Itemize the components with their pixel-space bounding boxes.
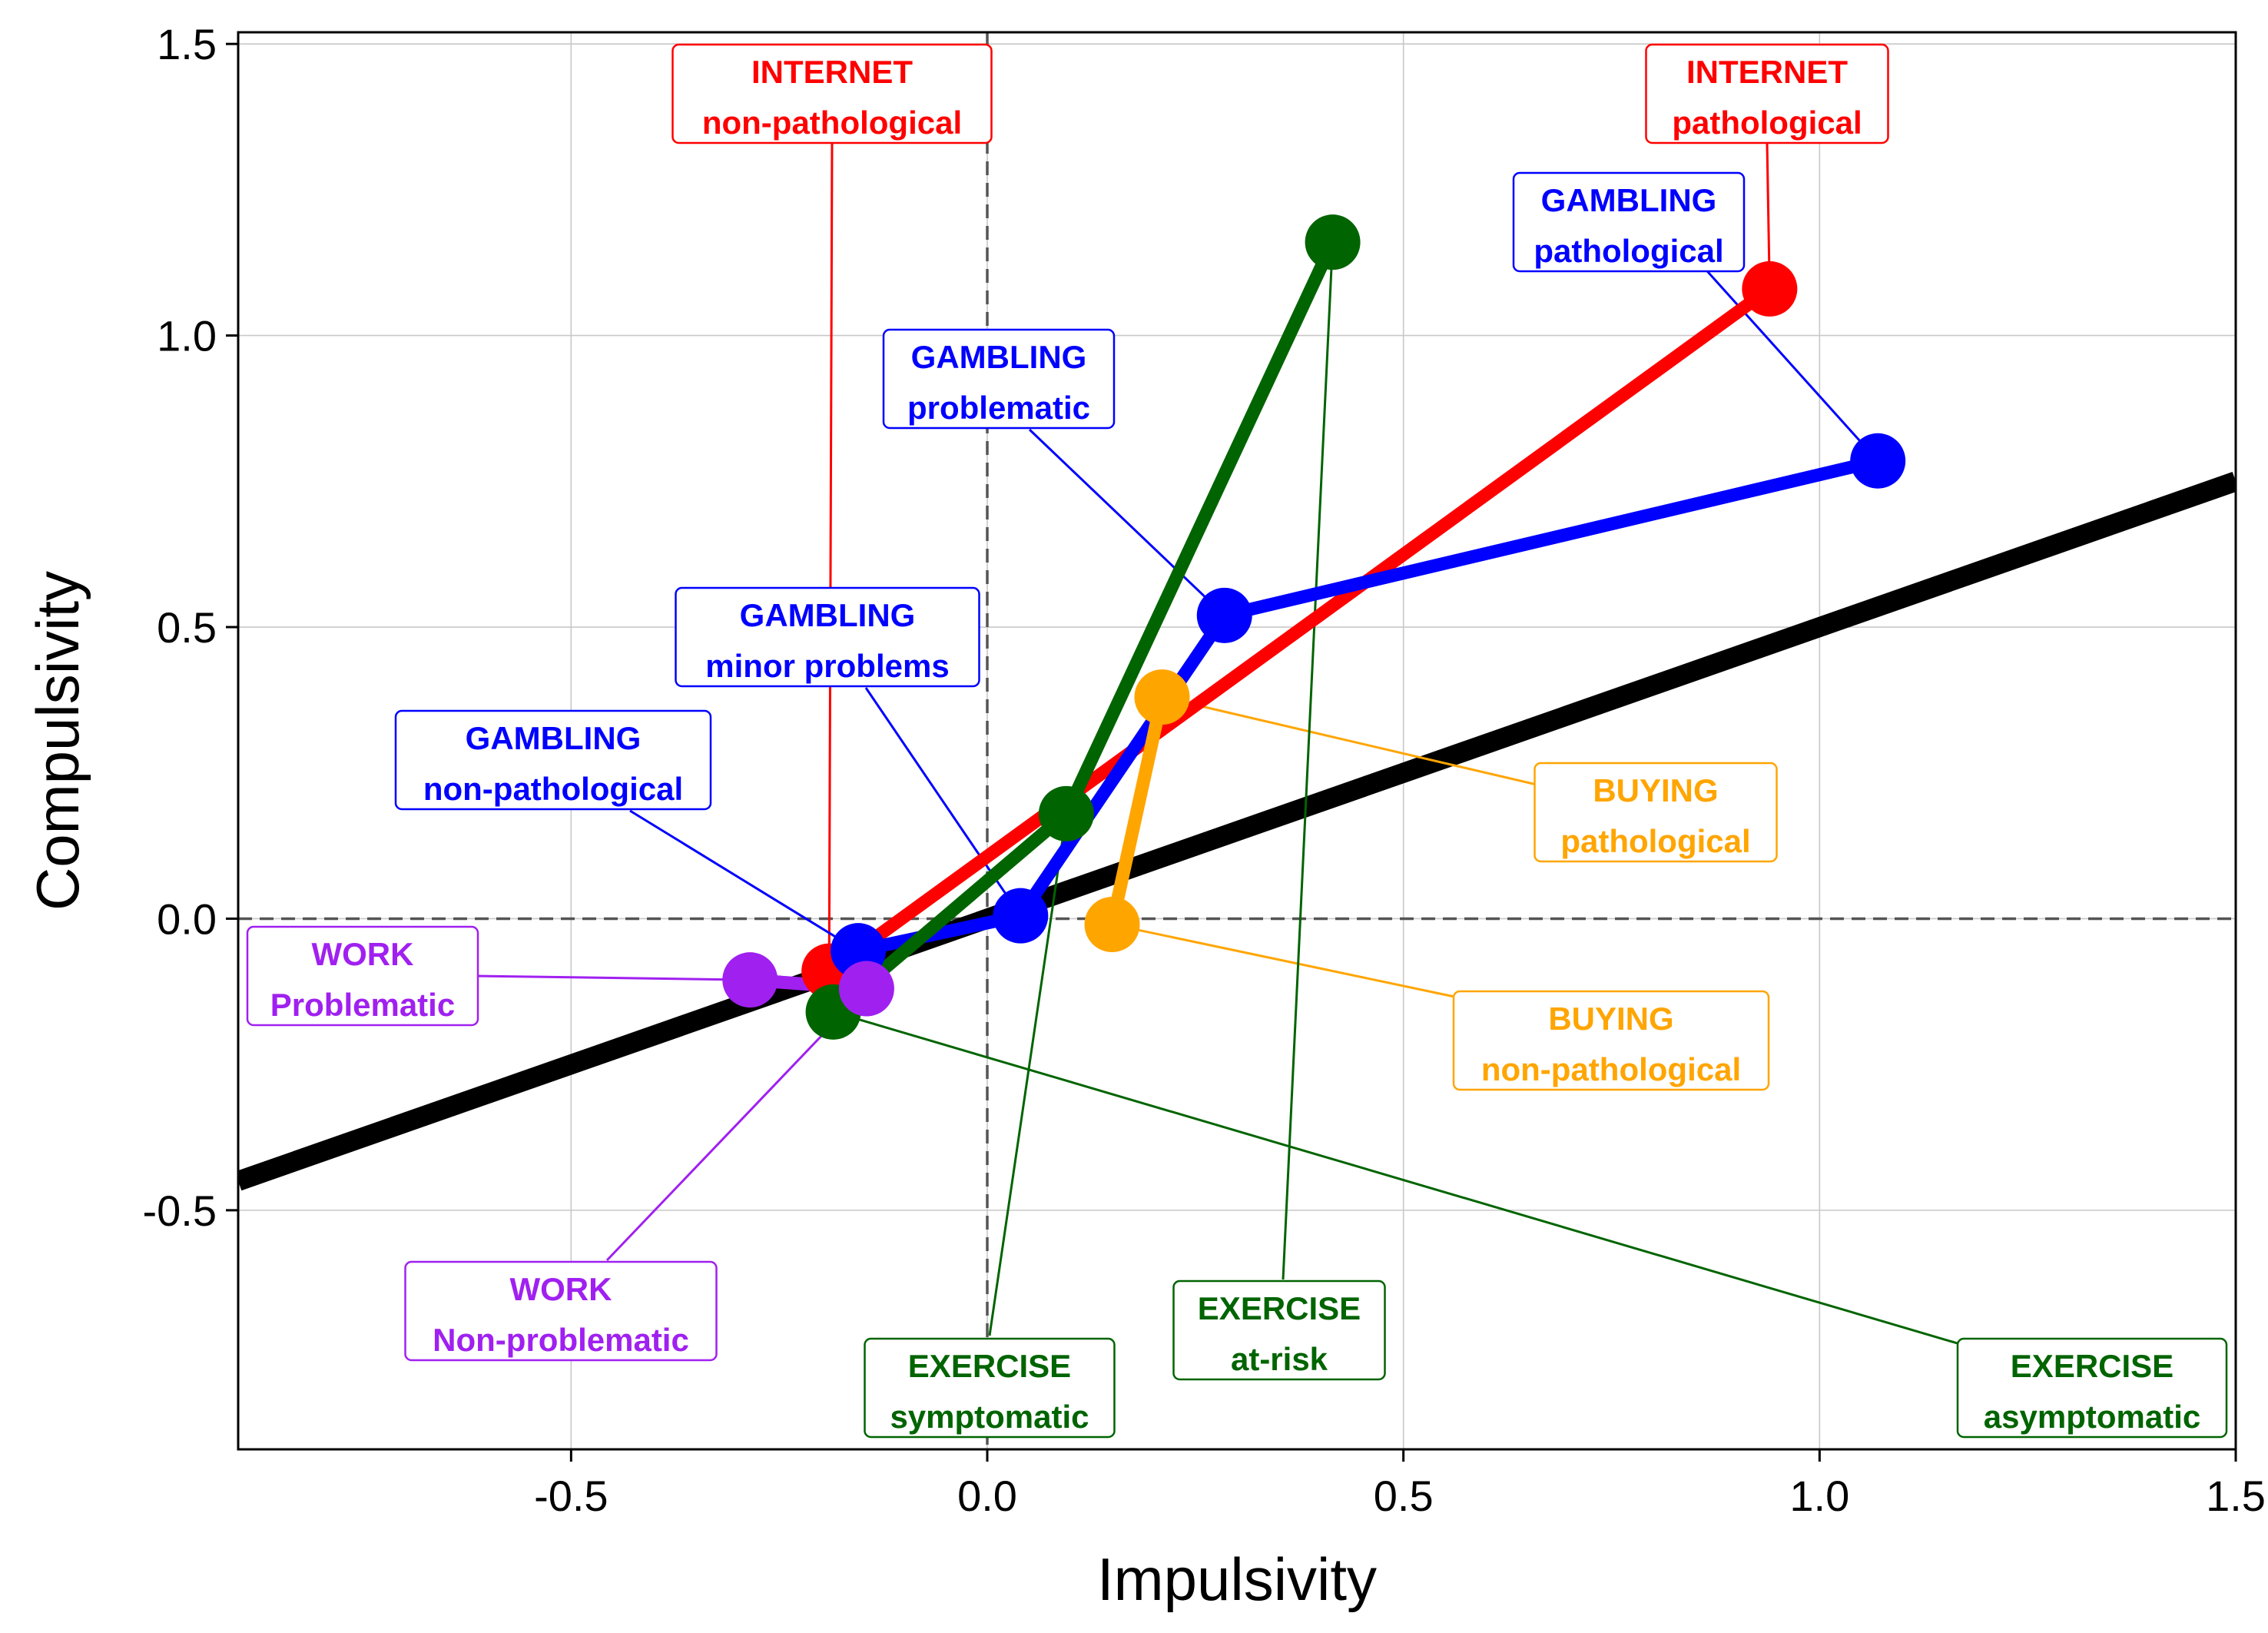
annotation-title: EXERCISE	[1198, 1290, 1361, 1326]
annotation-connector	[1112, 923, 1455, 998]
annotation-box	[404, 1260, 718, 1362]
annotation-connector	[1700, 264, 1879, 462]
annotation-box	[394, 709, 712, 811]
annotation-box	[882, 328, 1116, 430]
annotation-title: EXERCISE	[908, 1348, 1071, 1384]
y-tick-label: 0.0	[157, 894, 217, 943]
annotation-label: INTERNET non-pathological	[671, 43, 993, 144]
x-tick-label: 0.5	[1374, 1472, 1434, 1520]
annotations: INTERNET non-pathological INTERNET patholog…	[246, 43, 2228, 1439]
series-line-1	[851, 454, 1885, 958]
annotation-label: WORK Problematic	[246, 925, 479, 1027]
y-tick-label: 1.5	[157, 20, 217, 68]
annotation-box	[1534, 762, 1778, 863]
annotation-label: GAMBLING pathological	[1512, 171, 1746, 273]
series-markers	[722, 214, 1906, 1040]
annotation-label: INTERNET pathological	[1645, 43, 1889, 144]
annotation-label: BUYING pathological	[1534, 762, 1778, 863]
annotation-subtitle: Problematic	[270, 987, 455, 1023]
annotation-box	[864, 1337, 1116, 1439]
annotation-connectors	[476, 141, 1987, 1353]
annotation-label: GAMBLING non-pathological	[394, 709, 712, 811]
annotation-title: GAMBLING	[1541, 182, 1717, 218]
series-4-point-1	[838, 961, 894, 1017]
series-1-point-3	[1850, 433, 1906, 489]
annotation-title: INTERNET	[1686, 54, 1848, 90]
annotation-connector	[476, 974, 751, 981]
axis-ticks: -0.5 0.0 0.5 1.0 1.5 -0.5 0.0 0.5 1.0 1.5	[143, 20, 2266, 1520]
annotation-box	[1645, 43, 1889, 144]
series-3-point-0	[1084, 897, 1140, 953]
series-4-point-0	[722, 952, 778, 1008]
annotation-title: WORK	[510, 1271, 612, 1307]
series-line-3	[1106, 690, 1169, 931]
x-tick-label: 1.5	[2206, 1472, 2266, 1520]
annotation-label: EXERCISE asymptomatic	[1956, 1337, 2228, 1439]
annotation-box	[1512, 171, 1746, 273]
plot-frame	[237, 31, 2237, 1451]
annotation-label: EXERCISE symptomatic	[864, 1337, 1116, 1439]
annotation-connector	[1282, 242, 1335, 1280]
series-line-0	[822, 282, 1776, 978]
annotation-subtitle: at-risk	[1231, 1341, 1328, 1377]
annotation-title: BUYING	[1548, 1001, 1673, 1037]
series-1-point-2	[1196, 587, 1252, 643]
annotation-label: WORK Non-problematic	[404, 1260, 718, 1362]
reference-lines	[238, 32, 2236, 1449]
annotation-subtitle: Non-problematic	[433, 1322, 689, 1358]
annotation-subtitle: non-pathological	[702, 105, 962, 141]
y-axis-title: Compulsivity	[24, 571, 91, 911]
annotation-subtitle: non-pathological	[423, 771, 683, 807]
annotation-connector	[833, 1011, 1987, 1353]
annotation-title: GAMBLING	[740, 597, 916, 633]
annotation-label: EXERCISE at-risk	[1172, 1280, 1386, 1381]
annotation-label: BUYING non-pathological	[1452, 990, 1770, 1091]
series-0-point-1	[1742, 261, 1798, 317]
diagonal-line-group	[238, 472, 2236, 1191]
y-tick-label: 1.0	[157, 312, 217, 360]
x-tick-label: -0.5	[534, 1472, 608, 1520]
annotation-connector	[1028, 428, 1225, 616]
annotation-title: GAMBLING	[466, 720, 642, 756]
annotation-connector	[629, 809, 859, 952]
y-tick-label: -0.5	[143, 1187, 217, 1235]
annotation-subtitle: pathological	[1672, 105, 1862, 141]
annotation-title: INTERNET	[751, 54, 913, 90]
annotation-label: GAMBLING problematic	[882, 328, 1116, 430]
series-1-point-1	[993, 888, 1049, 944]
annotation-box	[1956, 1337, 2228, 1439]
annotation-box	[1172, 1280, 1386, 1381]
annotation-connector	[827, 141, 834, 971]
annotation-subtitle: pathological	[1534, 233, 1723, 269]
annotation-title: BUYING	[1593, 772, 1718, 808]
annotation-subtitle: minor problems	[705, 648, 949, 684]
annotation-connector	[1162, 695, 1537, 786]
annotation-box	[246, 925, 479, 1027]
diagonal-reference-line	[238, 472, 2236, 1191]
annotation-box	[675, 586, 980, 688]
annotation-subtitle: asymptomatic	[1984, 1399, 2200, 1435]
series-2-point-2	[1305, 214, 1361, 271]
annotation-title: GAMBLING	[911, 339, 1087, 375]
annotation-subtitle: symptomatic	[890, 1399, 1089, 1435]
series-3-point-1	[1134, 669, 1190, 725]
annotation-label: GAMBLING minor problems	[675, 586, 980, 688]
annotation-connector	[988, 813, 1068, 1336]
annotation-box	[671, 43, 993, 144]
annotation-title: EXERCISE	[2011, 1348, 2174, 1384]
x-tick-label: 1.0	[1789, 1472, 1849, 1520]
series-2-point-1	[1038, 785, 1094, 841]
annotation-subtitle: problematic	[907, 390, 1090, 426]
annotation-box	[1452, 990, 1770, 1091]
y-tick-label: 0.5	[157, 603, 217, 652]
annotation-subtitle: non-pathological	[1481, 1051, 1741, 1087]
annotation-title: WORK	[312, 936, 414, 972]
x-tick-label: 0.0	[957, 1472, 1017, 1520]
annotation-subtitle: pathological	[1560, 823, 1750, 859]
x-axis-title: Impulsivity	[1097, 1545, 1377, 1613]
